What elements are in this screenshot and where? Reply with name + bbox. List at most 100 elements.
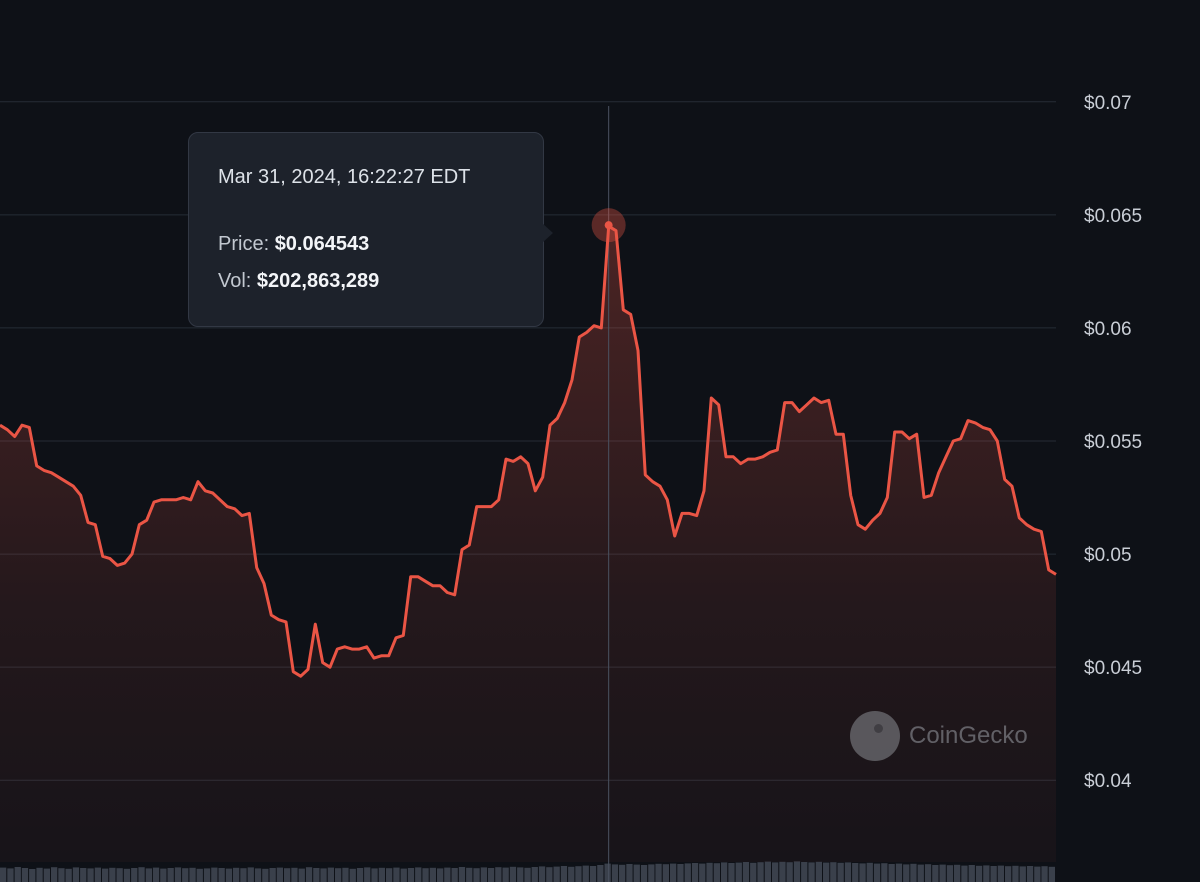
volume-bar — [823, 862, 830, 882]
volume-bar — [779, 861, 786, 882]
y-tick-label: $0.055 — [1084, 432, 1142, 453]
watermark-text: CoinGecko — [909, 722, 1028, 749]
volume-bar — [284, 868, 291, 882]
volume-bar — [14, 867, 21, 882]
volume-bar — [670, 863, 677, 882]
volume-bar — [371, 868, 378, 882]
volume-bar — [473, 868, 480, 882]
volume-bar — [87, 868, 94, 882]
volume-bar — [182, 868, 189, 882]
volume-bar — [298, 868, 305, 882]
volume-bar — [400, 868, 407, 882]
volume-bar — [203, 868, 211, 882]
volume-bar — [1026, 866, 1034, 882]
hover-point[interactable] — [604, 221, 613, 230]
volume-bar — [254, 868, 262, 882]
price-tooltip: Mar 31, 2024, 16:22:27 EDT Price: $0.064… — [188, 132, 553, 327]
volume-bar — [597, 865, 604, 882]
price-line — [0, 224, 1057, 678]
volume-bar — [51, 867, 58, 882]
volume-bar — [160, 868, 167, 882]
tooltip-caret — [542, 223, 553, 243]
volume-bar — [109, 867, 116, 882]
volume-bar — [881, 863, 888, 882]
volume-bar — [291, 867, 298, 882]
volume-bar — [873, 863, 881, 882]
volume-bar — [102, 868, 109, 882]
volume-bar — [393, 867, 400, 882]
volume-bar — [131, 868, 138, 882]
volume-bar — [466, 867, 473, 882]
volume-bar — [684, 863, 691, 882]
volume-bar — [757, 862, 764, 882]
volume-bar — [538, 866, 546, 882]
volume-bar — [1048, 866, 1055, 882]
volume-bar — [735, 862, 742, 882]
volume-bar — [94, 867, 101, 882]
volume-bar — [145, 868, 152, 882]
volume-bar — [444, 867, 451, 882]
volume-bar — [910, 863, 917, 882]
volume-bar — [386, 868, 393, 882]
volume-bar — [808, 862, 815, 882]
volume-bar — [211, 867, 218, 882]
volume-bar — [21, 868, 29, 882]
volume-bar — [662, 864, 669, 882]
volume-bar — [611, 864, 619, 882]
volume-bar — [138, 867, 145, 882]
volume-bar — [546, 867, 553, 882]
volume-bar — [36, 867, 43, 882]
volume-bar — [961, 865, 968, 882]
volume-bar — [633, 864, 640, 882]
volume-bar — [123, 868, 131, 882]
volume-bar — [750, 862, 757, 882]
volume-bar — [1041, 866, 1048, 882]
volume-bar — [575, 866, 582, 882]
volume-bar — [699, 863, 706, 882]
volume-bar — [335, 868, 342, 882]
volume-bar — [917, 864, 924, 882]
volume-bar — [772, 862, 779, 882]
volume-bar — [269, 868, 276, 882]
volume-bar — [830, 862, 837, 882]
volume-bar — [866, 862, 873, 882]
volume-bar — [975, 865, 983, 882]
volume-bar — [0, 867, 7, 882]
volume-bar — [983, 865, 990, 882]
y-tick-label: $0.04 — [1084, 771, 1132, 792]
volume-bar — [451, 868, 458, 882]
tooltip-volume-row: Vol: $202,863,289 — [218, 270, 379, 293]
volume-bar — [276, 867, 283, 882]
volume-bar — [407, 868, 415, 882]
volume-bar — [43, 868, 50, 882]
volume-bar — [801, 862, 808, 882]
volume-bar — [116, 868, 123, 882]
y-tick-label: $0.065 — [1084, 206, 1142, 227]
volume-bar — [852, 863, 859, 882]
volume-bar — [619, 864, 626, 882]
volume-bar — [480, 867, 487, 882]
volume-bar — [262, 868, 269, 882]
volume-bar — [196, 868, 203, 882]
volume-bar — [553, 866, 560, 882]
volume-bar — [604, 863, 611, 882]
volume-bar — [742, 862, 750, 882]
volume-bar — [29, 869, 36, 882]
volume-bar — [1012, 865, 1019, 882]
volume-bar — [437, 868, 444, 882]
volume-bar — [568, 866, 575, 882]
volume-bar — [225, 868, 233, 882]
volume-bar — [1019, 866, 1026, 882]
volume-bar — [793, 861, 801, 882]
volume-bar — [364, 867, 371, 882]
volume-bar — [167, 868, 174, 882]
volume-bar — [990, 866, 997, 882]
volume-bar — [939, 864, 946, 882]
volume-bar — [517, 867, 524, 882]
volume-bar — [7, 868, 14, 882]
volume-bar — [524, 867, 531, 882]
volume-bar — [968, 865, 975, 882]
volume-bar — [458, 867, 466, 882]
